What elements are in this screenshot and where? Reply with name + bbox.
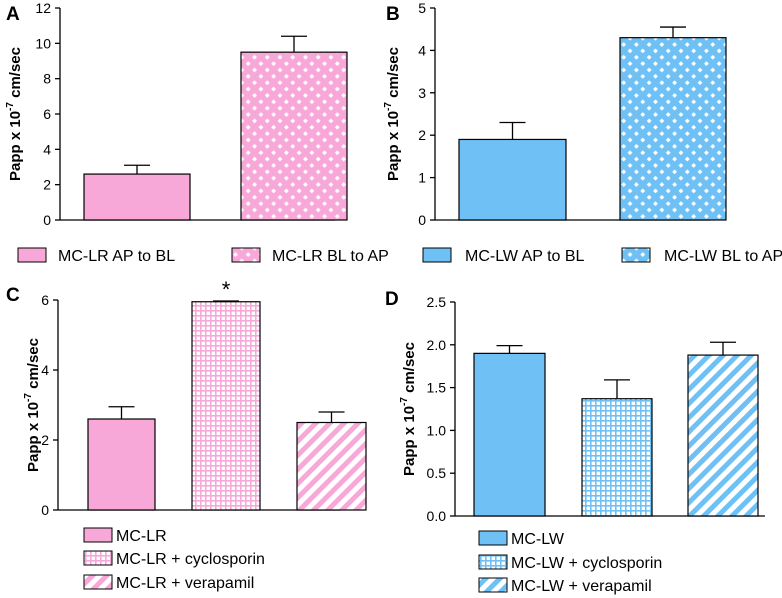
y-axis-title: Papp x 10-7 cm/sec — [383, 47, 402, 181]
legend: MC-LR AP to BL MC-LR BL to AP — [17, 247, 389, 265]
legend-swatch — [422, 247, 452, 263]
legend-label: MC-LR BL to AP — [272, 248, 389, 265]
legend-swatch — [17, 247, 47, 263]
y-tick-label: 10 — [35, 35, 51, 51]
bar — [240, 51, 348, 221]
y-tick-label: 8 — [43, 71, 51, 87]
error-bar — [124, 164, 150, 175]
panel-d: D Papp x 10-7 cm/sec 0.0 0.5 1.0 1.5 2.0 2.5 MC-… — [385, 289, 765, 595]
bar — [473, 352, 546, 517]
y-tick-label: 2 — [41, 432, 49, 448]
y-tick-label: 6 — [43, 106, 51, 122]
legend-label: MC-LW AP to BL — [465, 248, 585, 265]
error-bar — [213, 300, 239, 302]
legend-swatch — [621, 247, 651, 263]
legend: MC-LW AP to BL MC-LW BL to AP — [422, 247, 782, 265]
legend: MC-LR MC-LR + cyclosporin MC-LR + verapami… — [83, 527, 265, 592]
legend-label: MC-LW + verapamil — [511, 578, 652, 595]
y-tick-label: 1 — [418, 170, 426, 186]
panel-label: C — [6, 285, 20, 306]
y-tick-label: 0.5 — [427, 465, 447, 481]
legend-swatch — [83, 550, 113, 566]
panel-label: D — [385, 289, 399, 310]
legend: MC-LW MC-LW + cyclosporin MC-LW + verapami… — [478, 530, 662, 595]
legend-label: MC-LW + cyclosporin — [511, 555, 662, 572]
error-bar — [108, 406, 135, 419]
legend-label: MC-LW — [511, 531, 565, 548]
y-tick-label: 0.0 — [427, 508, 447, 524]
bar — [87, 418, 156, 511]
bar — [581, 398, 653, 517]
y-tick-label: 6 — [41, 292, 49, 308]
legend-swatch — [478, 530, 508, 546]
panel-a: A Papp x 10-7 cm/sec 0 2 4 6 8 10 12 MC-LR AP to … — [5, 0, 389, 265]
error-bar — [318, 411, 345, 423]
y-tick-label: 4 — [43, 141, 51, 157]
legend-label: MC-LW BL to AP — [664, 248, 782, 265]
bar — [191, 301, 261, 511]
y-tick-label: 0 — [418, 212, 426, 228]
error-bar — [604, 379, 630, 399]
y-tick-label: 4 — [41, 362, 49, 378]
legend-swatch — [83, 527, 113, 543]
legend-label: MC-LR — [116, 528, 167, 545]
bar — [619, 37, 727, 221]
panel-c: C Papp x 10-7 cm/sec 0 2 4 6 * MC-LR MC-LR + cyc… — [6, 277, 367, 592]
legend-label: MC-LR AP to BL — [58, 248, 175, 265]
error-bar — [660, 26, 686, 38]
bar — [83, 173, 191, 221]
significance-marker: * — [222, 277, 231, 302]
legend-swatch — [231, 247, 261, 263]
y-tick-label: 2.0 — [427, 337, 447, 353]
panel-label: A — [6, 4, 20, 25]
y-tick-label: 0 — [41, 502, 49, 518]
bar — [458, 138, 567, 221]
y-tick-label: 2.5 — [427, 294, 447, 310]
legend-swatch — [478, 577, 508, 593]
legend-swatch — [478, 554, 508, 570]
error-bar — [496, 345, 523, 354]
bar — [296, 421, 367, 511]
y-tick-label: 2 — [43, 177, 51, 193]
y-tick-label: 12 — [35, 0, 51, 16]
panel-label: B — [386, 4, 400, 25]
legend-swatch — [83, 574, 113, 590]
error-bar — [499, 121, 526, 140]
y-tick-label: 3 — [418, 85, 426, 101]
y-tick-label: 0 — [43, 212, 51, 228]
bar — [687, 354, 759, 517]
y-tick-label: 5 — [418, 0, 426, 16]
legend-label: MC-LR + verapamil — [116, 575, 254, 592]
y-tick-label: 1.0 — [427, 422, 447, 438]
legend-label: MC-LR + cyclosporin — [116, 551, 265, 568]
y-axis-title: Papp x 10-7 cm/sec — [5, 47, 24, 181]
y-tick-label: 1.5 — [427, 380, 447, 396]
error-bar — [710, 341, 736, 356]
y-tick-label: 2 — [418, 127, 426, 143]
y-tick-label: 4 — [418, 42, 426, 58]
y-axis-title: Papp x 10-7 cm/sec — [23, 338, 42, 472]
error-bar — [281, 35, 307, 53]
y-axis-title: Papp x 10-7 cm/sec — [399, 342, 418, 476]
